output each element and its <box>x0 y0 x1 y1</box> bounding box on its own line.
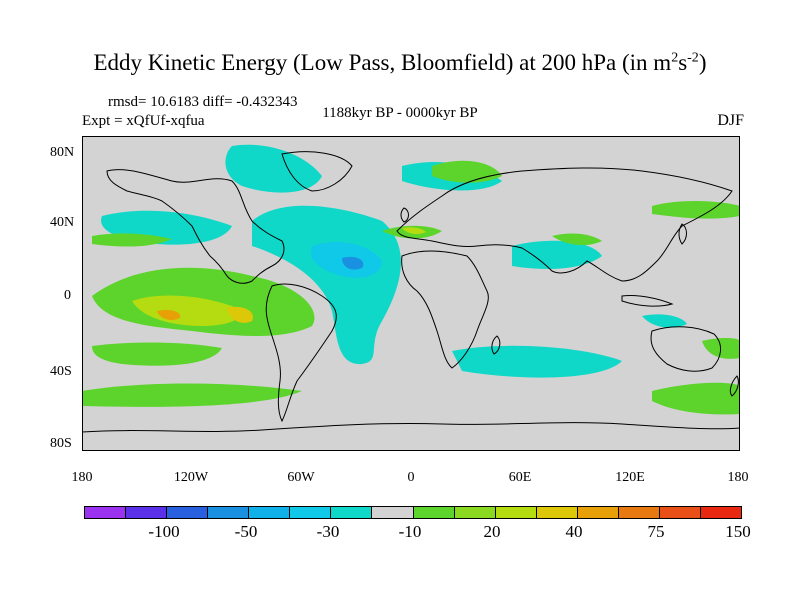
lat-tick-40s: 40S <box>50 364 72 379</box>
lon-tick-120e: 120E <box>615 470 645 485</box>
colorbar-swatch <box>577 507 619 518</box>
lon-tick-60e: 60E <box>508 470 532 485</box>
coastline-africa <box>401 250 489 369</box>
coastline-north-america <box>106 169 285 284</box>
lat-tick-80n: 80N <box>50 145 75 160</box>
period-label: 1188kyr BP - 0000kyr BP <box>322 105 478 121</box>
colorbar-swatch <box>618 507 660 518</box>
colorbar-swatch <box>372 507 414 518</box>
statistics-label: rmsd= 10.6183 diff= -0.432343 <box>108 94 298 110</box>
colorbar-label: 20 <box>483 522 501 541</box>
season-label: DJF <box>717 112 744 129</box>
colorbar-swatch <box>700 507 741 518</box>
lon-tick-0: 0 <box>407 470 415 485</box>
coastline-new-zealand <box>729 375 739 397</box>
lon-tick-120w: 120W <box>173 470 209 485</box>
colorbar-swatch <box>495 507 537 518</box>
anomaly-east-pacific-core <box>132 295 241 326</box>
colorbar-label: 75 <box>647 522 665 541</box>
colorbar-swatch <box>126 507 168 518</box>
colorbar-label: 40 <box>565 522 583 541</box>
map-plot <box>82 136 740 451</box>
coastlines <box>82 151 740 433</box>
anomaly-northwest-pacific <box>652 201 740 219</box>
lat-tick-80s: 80S <box>50 436 72 451</box>
anomaly-arabia <box>552 233 602 246</box>
colorbar-label: -30 <box>316 522 340 541</box>
coastline-eurasia <box>396 167 733 282</box>
lat-tick-40n: 40N <box>50 215 75 230</box>
lon-tick-180e: 180 <box>727 470 749 485</box>
anomaly-atlantic-core-2 <box>342 256 364 270</box>
colorbar-label: -100 <box>148 522 180 541</box>
coastline-madagascar <box>491 335 501 355</box>
coastline-indonesia <box>621 295 674 307</box>
anomaly-north-atlantic <box>252 205 401 365</box>
experiment-label: Expt = xQfUf-xqfua <box>82 113 205 129</box>
anomaly-indian-ocean <box>642 314 687 328</box>
coastline-antarctica <box>82 422 740 433</box>
anomaly-southern-ocean-west <box>82 383 302 407</box>
anomaly-south-pacific <box>92 342 222 366</box>
colorbar-swatch <box>454 507 496 518</box>
anomaly-north-pacific-west <box>92 233 172 247</box>
coastline-japan <box>678 223 687 245</box>
colorbar-label: -10 <box>398 522 422 541</box>
figure-title: Eddy Kinetic Energy (Low Pass, Bloomfiel… <box>93 50 707 75</box>
colorbar <box>84 506 742 519</box>
colorbar-swatch <box>85 507 127 518</box>
colorbar-swatch <box>249 507 291 518</box>
lat-tick-0: 0 <box>64 288 71 303</box>
anomaly-europe-core <box>402 227 426 235</box>
colorbar-swatch <box>536 507 578 518</box>
field-anomalies <box>82 144 740 415</box>
anomaly-east-pacific-hot <box>157 309 181 320</box>
anomaly-mideast <box>512 240 602 269</box>
anomaly-southern-indian <box>452 345 622 378</box>
coastline-uk <box>400 207 409 223</box>
colorbar-swatch <box>659 507 701 518</box>
colorbar-swatch <box>208 507 250 518</box>
anomaly-south-america-hot <box>227 306 253 323</box>
colorbar-swatch <box>413 507 455 518</box>
coastline-south-america <box>265 283 337 423</box>
colorbar-label: -50 <box>234 522 258 541</box>
coastline-australia <box>650 326 721 372</box>
colorbar-swatch <box>167 507 209 518</box>
colorbar-swatch <box>290 507 332 518</box>
lon-tick-180w: 180 <box>71 470 93 485</box>
anomaly-southern-ocean-east <box>652 382 740 415</box>
coastline-greenland <box>281 151 353 192</box>
colorbar-label: 150 <box>725 522 751 541</box>
colorbar-swatch <box>331 507 373 518</box>
lon-tick-60w: 60W <box>287 470 315 485</box>
anomaly-greenland <box>225 144 322 193</box>
